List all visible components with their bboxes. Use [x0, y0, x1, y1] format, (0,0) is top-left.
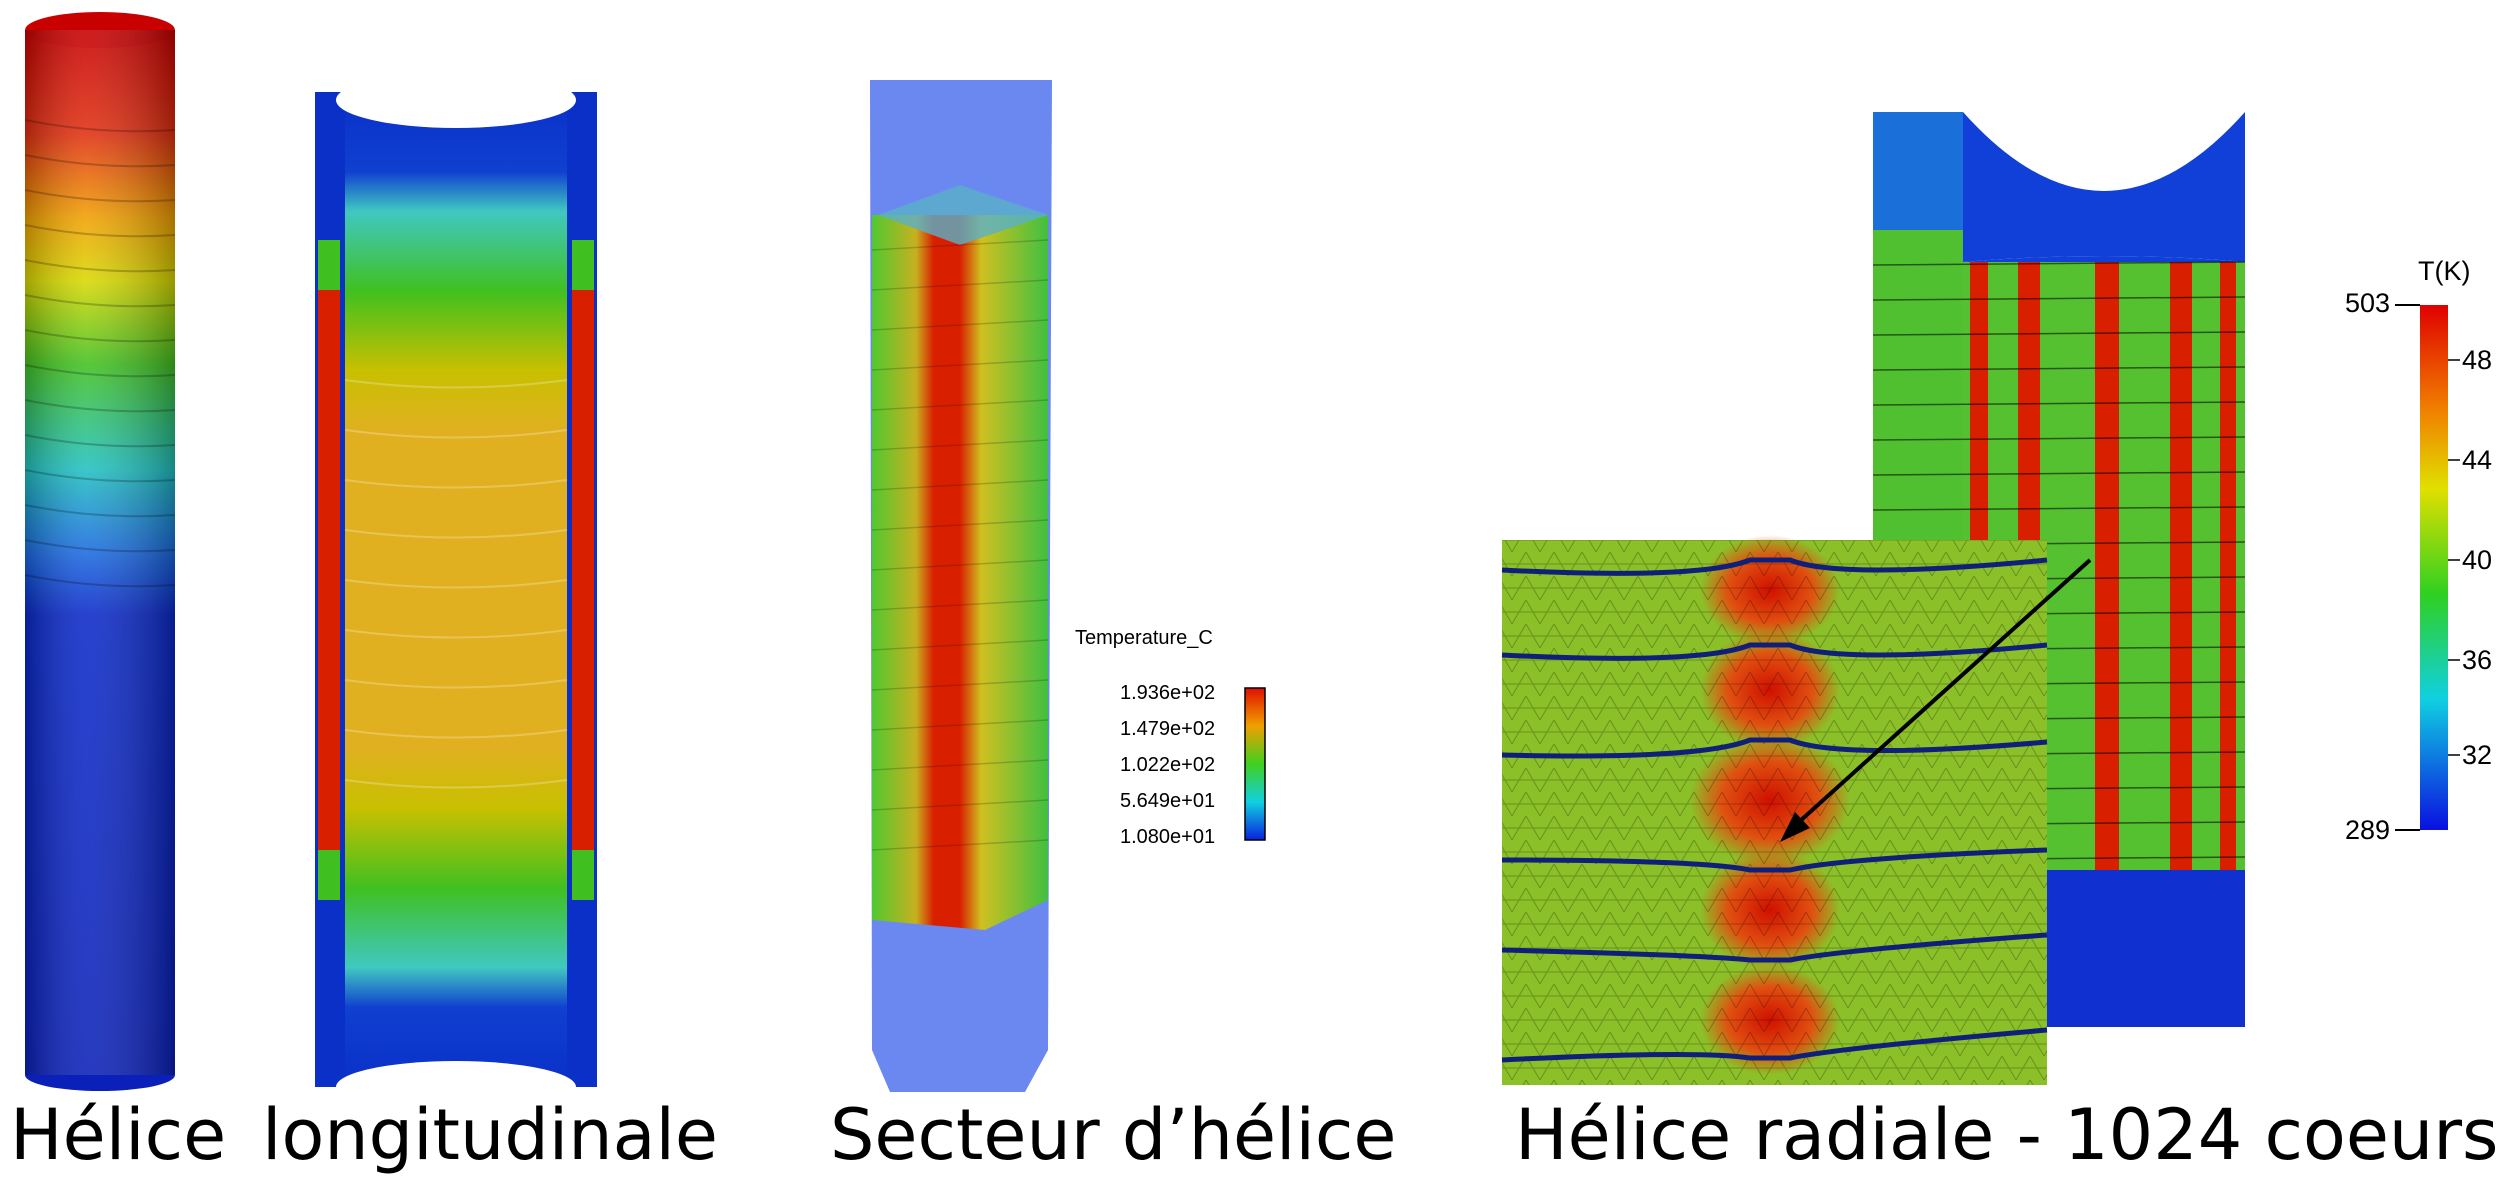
kelvin-tick-label: 36	[2462, 645, 2493, 675]
celsius-tick-label: 1.022e+02	[1120, 754, 1216, 776]
kelvin-tick-label: 40	[2462, 545, 2493, 575]
kelvin-max-label: 503	[2345, 288, 2391, 318]
kelvin-tick-label: 44	[2462, 445, 2493, 475]
helix-cylinder	[24, 12, 176, 1091]
helix-sector	[870, 80, 1052, 1092]
kelvin-min-label: 289	[2345, 815, 2391, 845]
caption-helix: Hélice	[10, 1094, 227, 1176]
longitudinal-cylinder	[315, 72, 597, 1113]
caption-radial: Hélice radiale - 1024 coeurs	[1515, 1094, 2498, 1176]
celsius-tick-label: 1.080e+01	[1120, 826, 1216, 848]
kelvin-tick-label: 48	[2462, 345, 2493, 375]
celsius-tick-label: 1.936e+02	[1120, 682, 1216, 704]
celsius-colorbar	[1244, 687, 1266, 841]
kelvin-tick-label: 32	[2462, 740, 2493, 770]
kelvin-colorbar	[2395, 304, 2460, 831]
kelvin-legend-title: T(K)	[2418, 256, 2471, 286]
mesh-zoom-inset	[1501, 535, 2092, 1085]
caption-longitudinal: longitudinale	[262, 1094, 718, 1176]
celsius-tick-label: 5.649e+01	[1120, 790, 1216, 812]
celsius-legend-title: Temperature_C	[1075, 627, 1213, 649]
celsius-tick-label: 1.479e+02	[1120, 718, 1216, 740]
caption-sector: Secteur d’hélice	[830, 1094, 1397, 1176]
